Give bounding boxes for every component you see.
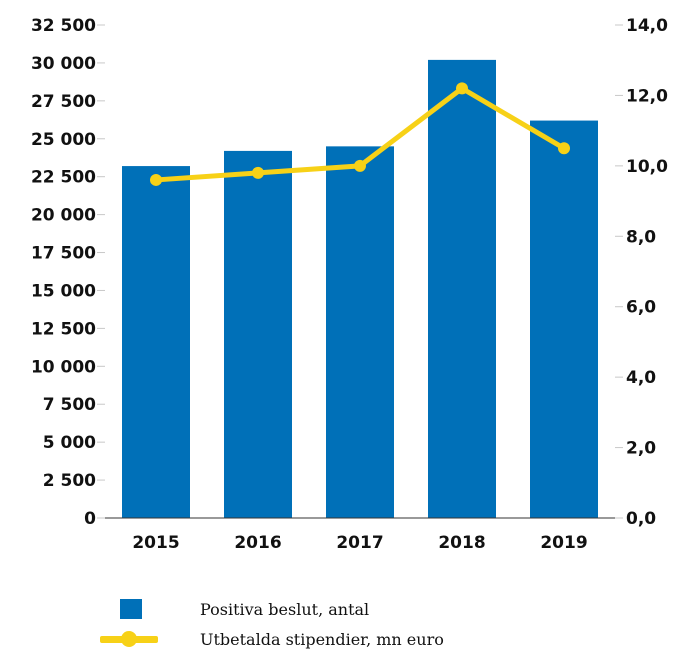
right-tick-label: 8,0 (626, 227, 656, 247)
category-label: 2018 (438, 533, 485, 553)
left-tick-label: 0 (84, 509, 96, 529)
line-point (456, 82, 468, 95)
right-tick-label: 6,0 (626, 298, 656, 318)
bar (530, 120, 598, 518)
bar (428, 59, 496, 519)
right-tick-label: 2,0 (626, 439, 656, 459)
category-label: 2015 (132, 533, 179, 553)
left-tick-label: 20 000 (31, 206, 96, 226)
left-tick-label: 12 500 (31, 319, 96, 339)
bar-series (122, 59, 598, 519)
combo-chart: 0 2 500 5 000 7 500 10 000 12 500 15 000 17 500… (31, 16, 668, 553)
legend-bars-swatch (100, 598, 158, 620)
legend-line-label: Utbetalda stipendier, mn euro (200, 629, 444, 649)
line-point (150, 173, 162, 186)
legend-item-line: Utbetalda stipendier, mn euro (100, 628, 444, 650)
category-label: 2017 (336, 533, 383, 553)
right-y-axis: 0,0 2,0 4,0 6,0 8,0 10,0 12,0 14,0 (615, 16, 668, 529)
x-axis-categories: 2015 2016 2017 2018 2019 (132, 533, 587, 553)
right-tick-label: 4,0 (626, 368, 656, 388)
bar (326, 146, 394, 518)
left-tick-label: 7 500 (43, 395, 96, 415)
left-tick-label: 30 000 (31, 54, 96, 74)
right-tick-label: 10,0 (626, 157, 668, 177)
left-tick-label: 5 000 (43, 433, 96, 453)
left-tick-label: 15 000 (31, 281, 96, 301)
left-tick-label: 10 000 (31, 357, 96, 377)
category-label: 2019 (540, 533, 587, 553)
left-tick-label: 25 000 (31, 130, 96, 150)
right-tick-label: 0,0 (626, 509, 656, 529)
left-y-axis: 0 2 500 5 000 7 500 10 000 12 500 15 000 17 500… (31, 16, 105, 529)
category-label: 2016 (234, 533, 281, 553)
line-series (150, 82, 570, 186)
left-tick-label: 17 500 (31, 244, 96, 264)
legend-item-bars: Positiva beslut, antal (100, 598, 369, 620)
right-tick-label: 14,0 (626, 16, 668, 36)
bar (122, 166, 190, 518)
legend-line-swatch (100, 628, 158, 650)
left-tick-label: 32 500 (31, 16, 96, 36)
right-tick-label: 12,0 (626, 86, 668, 106)
left-tick-label: 22 500 (31, 168, 96, 188)
line-marker-icon (121, 631, 137, 647)
left-tick-label: 27 500 (31, 92, 96, 112)
left-tick-label: 2 500 (43, 471, 96, 491)
line-point (354, 159, 366, 172)
legend-bars-label: Positiva beslut, antal (200, 599, 370, 619)
line-point (252, 166, 264, 179)
bar-swatch-icon (120, 599, 142, 619)
line-point (558, 142, 570, 155)
bar (224, 150, 292, 519)
